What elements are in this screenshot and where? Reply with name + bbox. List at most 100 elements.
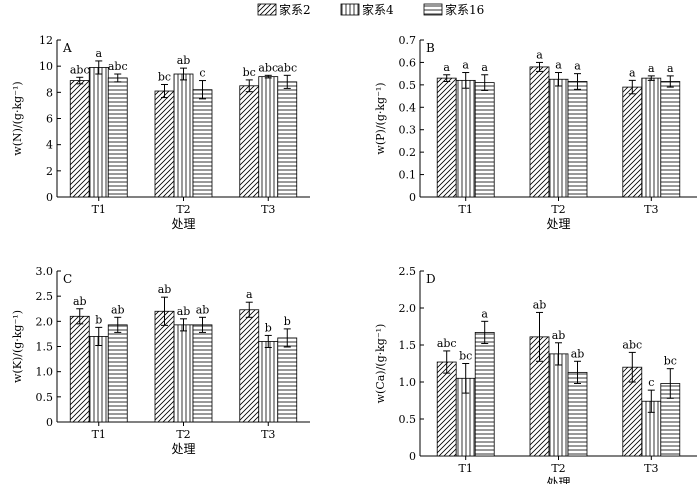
significance-letter: ab [177, 54, 191, 67]
significance-letter: a [555, 59, 562, 72]
y-tick-label: 1.0 [399, 376, 417, 389]
x-tick-label: T1 [459, 203, 473, 216]
significance-letter: ab [552, 329, 566, 342]
legend-swatch-vertical [340, 3, 360, 16]
bar-diagonal [622, 86, 643, 198]
significance-letter: abc [108, 60, 128, 73]
significance-letter: abc [277, 61, 297, 74]
x-tick-label: T1 [459, 462, 473, 475]
significance-letter: c [648, 376, 654, 389]
significance-letter: ab [158, 283, 172, 296]
bar-horizontal [474, 332, 495, 457]
y-axis-label: w(N)/(g·kg⁻¹) [11, 81, 24, 155]
bar-diagonal [239, 309, 260, 423]
x-tick-label: T2 [551, 203, 565, 216]
significance-letter: bc [664, 355, 677, 368]
y-tick-label: 0.5 [399, 413, 417, 426]
bar-diagonal [436, 361, 457, 457]
significance-letter: abc [437, 337, 457, 350]
y-tick-label: 0 [409, 191, 416, 204]
x-tick-label: T3 [644, 462, 658, 475]
bar-diagonal [239, 85, 260, 198]
x-axis-label: 处理 [546, 217, 570, 231]
x-tick-label: T1 [92, 428, 106, 441]
y-axis-label: w(Ca)/(g·kg⁻¹) [374, 324, 387, 404]
significance-letter: a [95, 47, 102, 60]
y-tick-label: 4 [46, 139, 53, 152]
y-tick-label: 0 [409, 450, 416, 463]
x-axis-label: 处理 [171, 442, 195, 456]
legend-label: 家系4 [362, 2, 394, 17]
y-axis-label: w(P)/(g·kg⁻¹) [374, 82, 387, 154]
y-tick-label: 2.0 [36, 315, 54, 328]
significance-letter: c [199, 67, 205, 80]
x-tick-label: T1 [92, 203, 106, 216]
significance-letter: bc [158, 70, 171, 83]
bar-horizontal [277, 337, 298, 423]
y-tick-label: 0 [46, 191, 53, 204]
y-tick-label: 6 [46, 113, 53, 126]
y-tick-label: 0.1 [399, 169, 417, 182]
panel-letter: B [426, 41, 435, 55]
bar-vertical [173, 73, 194, 198]
bar-horizontal [192, 89, 213, 198]
significance-letter: a [574, 60, 581, 73]
significance-letter: ab [196, 303, 210, 316]
significance-letter: ab [571, 347, 585, 360]
chart-panel-c: 00.51.01.52.02.53.0Cw(K)/(g·kg⁻¹)处理T1abb… [11, 265, 310, 456]
x-tick-label: T3 [261, 203, 275, 216]
bar-diagonal [154, 90, 175, 198]
significance-letter: a [443, 61, 450, 74]
y-tick-label: 0.6 [399, 56, 417, 69]
bar-diagonal [154, 310, 175, 423]
x-tick-label: T2 [176, 428, 190, 441]
significance-letter: ab [533, 298, 547, 311]
significance-letter: a [481, 61, 488, 74]
bar-horizontal [660, 81, 681, 198]
y-tick-label: 0.3 [399, 124, 417, 137]
bar-horizontal [107, 77, 128, 198]
significance-letter: b [284, 315, 291, 328]
bar-horizontal [567, 371, 588, 457]
significance-letter: bc [459, 350, 472, 363]
y-tick-label: 0.4 [399, 101, 417, 114]
bar-diagonal [529, 66, 550, 198]
significance-letter: a [246, 288, 253, 301]
y-tick-label: 2.5 [36, 290, 54, 303]
panel-letter: D [426, 272, 436, 286]
y-tick-label: 10 [39, 60, 53, 73]
bar-horizontal [107, 324, 128, 423]
legend: 家系2 家系4 家系16 [257, 2, 484, 17]
significance-letter: abc [622, 338, 642, 351]
bar-vertical [641, 77, 662, 198]
bar-horizontal [567, 81, 588, 198]
x-tick-label: T3 [644, 203, 658, 216]
bar-vertical [88, 336, 109, 423]
significance-letter: abc [258, 61, 278, 74]
y-tick-label: 0.5 [399, 79, 417, 92]
y-tick-label: 2 [46, 165, 53, 178]
bar-horizontal [474, 82, 495, 198]
significance-letter: bc [243, 66, 256, 79]
bar-horizontal [192, 324, 213, 423]
bar-vertical [88, 67, 109, 198]
x-tick-label: T2 [551, 462, 565, 475]
chart-panel-d: 00.51.01.52.02.5Dw(Ca)/(g·kg⁻¹)处理T1abcbc… [374, 265, 697, 484]
x-tick-label: T3 [261, 428, 275, 441]
bar-vertical [258, 341, 279, 423]
significance-letter: b [95, 313, 102, 326]
bar-vertical [548, 78, 569, 198]
chart-panel-a: 024681012Aw(N)/(g·kg⁻¹)处理T1abcaabcT2bcab… [11, 34, 310, 231]
bar-vertical [548, 353, 569, 457]
significance-letter: a [481, 307, 488, 320]
significance-letter: a [462, 59, 469, 72]
chart-panels: 024681012Aw(N)/(g·kg⁻¹)处理T1abcaabcT2bcab… [11, 34, 697, 484]
panel-letter: C [63, 272, 72, 286]
panel-letter: A [62, 41, 72, 55]
significance-letter: ab [177, 305, 191, 318]
significance-letter: abc [70, 63, 90, 76]
legend-swatch-diagonal [257, 3, 277, 16]
y-tick-label: 0 [46, 416, 53, 429]
bar-diagonal [436, 77, 457, 198]
y-tick-label: 12 [39, 34, 53, 47]
